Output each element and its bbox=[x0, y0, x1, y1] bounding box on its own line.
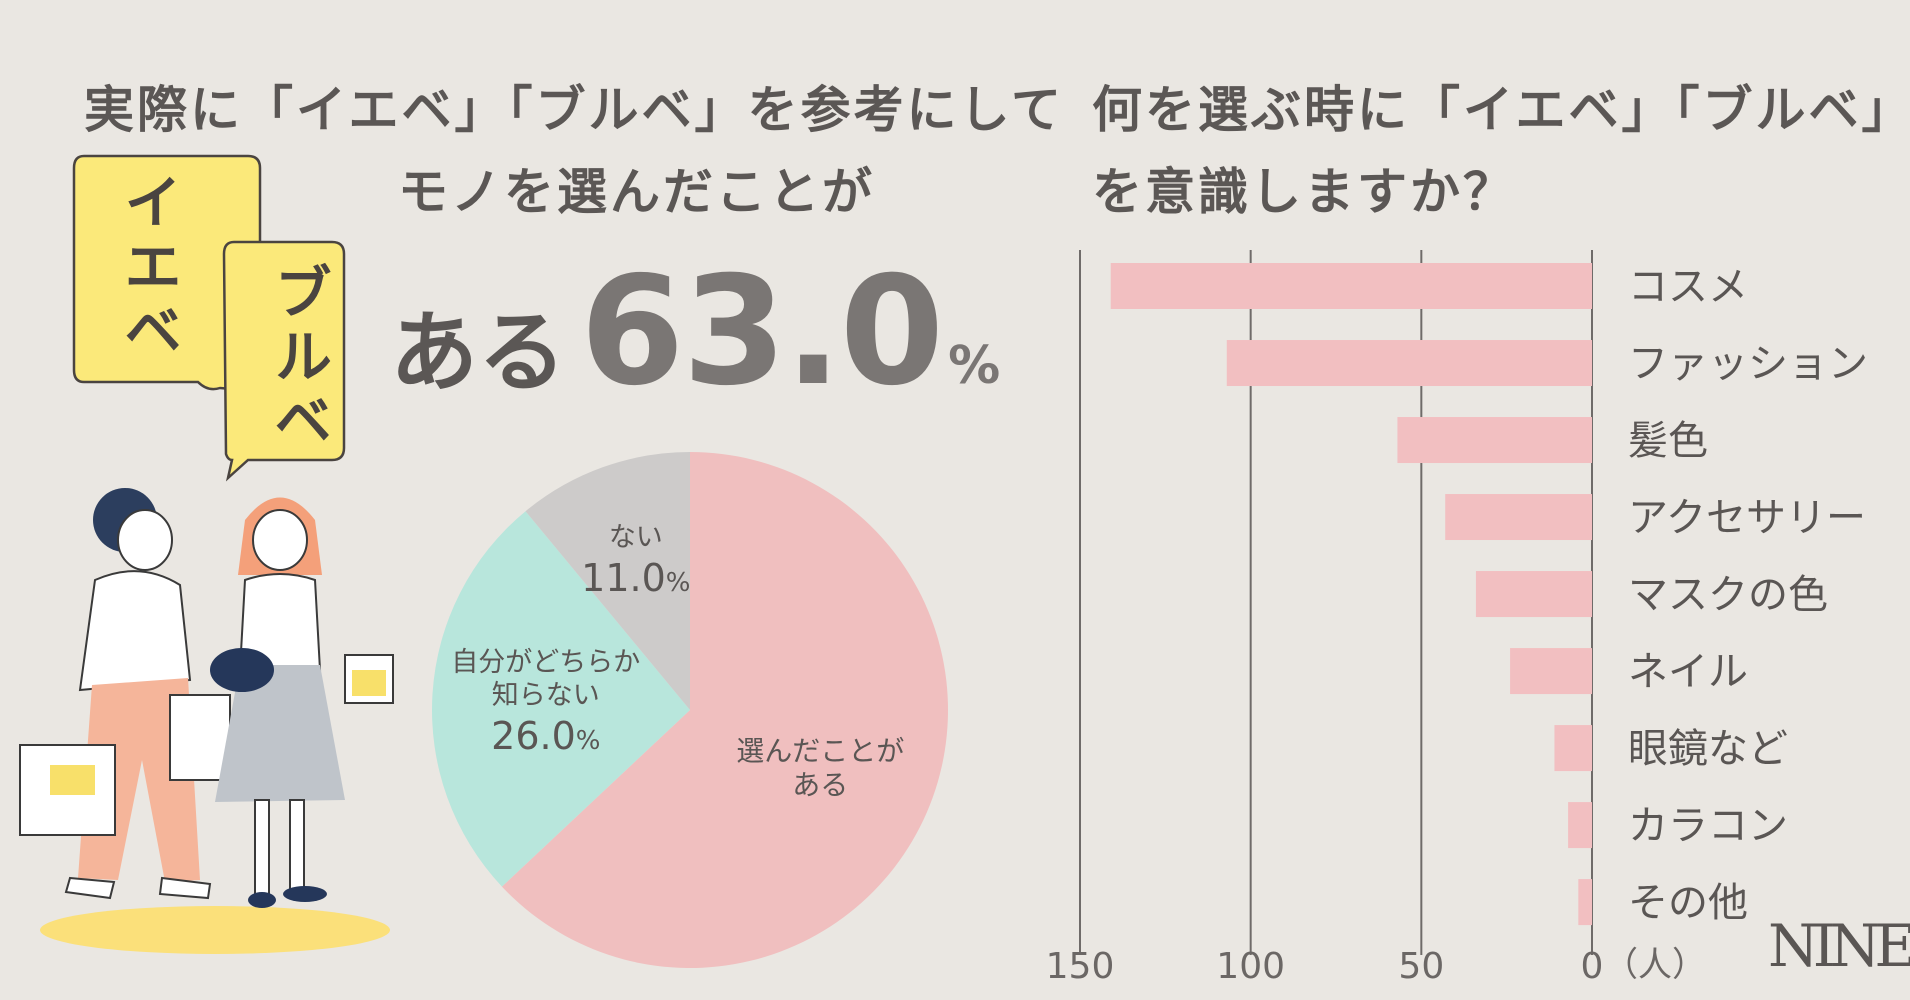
bar-7 bbox=[1568, 802, 1592, 849]
bar-bars bbox=[1110, 263, 1592, 926]
bubble-yellow-base-text: イエベ bbox=[114, 172, 182, 364]
category-label-3: アクセサリー bbox=[1628, 495, 1866, 541]
speech-bubbles bbox=[72, 154, 346, 482]
category-label-5: ネイル bbox=[1628, 649, 1748, 695]
x-tick-50: 50 bbox=[1398, 946, 1444, 987]
right-title-line1: 何を選ぶ時に「イエベ」「ブルベ」 bbox=[1092, 81, 1910, 139]
pie-label-2-line-0: ない bbox=[609, 522, 663, 553]
ground-shadow bbox=[40, 906, 390, 954]
bar-6 bbox=[1554, 725, 1592, 772]
pie-label-0-line-0: 選んだことが bbox=[736, 734, 904, 767]
category-label-4: マスクの色 bbox=[1628, 572, 1828, 618]
category-label-2: 髪色 bbox=[1628, 418, 1708, 464]
shopping-women-illustration bbox=[19, 488, 394, 954]
left-title-line1: 実際に「イエベ」「ブルベ」を参考にして bbox=[84, 81, 1064, 139]
pie-slices bbox=[432, 452, 948, 968]
pie-label-1-line-1: 知らない bbox=[492, 680, 600, 711]
woman2-bag-accent bbox=[352, 670, 386, 696]
category-label-7: カラコン bbox=[1628, 803, 1788, 849]
bar-8 bbox=[1578, 879, 1592, 926]
headline-value: 63.0 bbox=[580, 245, 944, 419]
woman1-bag-right bbox=[169, 694, 231, 781]
left-title-line2: モノを選んだことが bbox=[398, 163, 875, 221]
x-tick-0: 0 bbox=[1581, 946, 1604, 987]
woman2-shoe-right bbox=[283, 886, 327, 902]
yellow-bubble-shape bbox=[72, 154, 269, 394]
x-unit-label: （人） bbox=[1604, 945, 1706, 985]
woman2-leg-right bbox=[289, 799, 305, 891]
pie-slice-2 bbox=[525, 452, 690, 710]
bar-tick-labels: 150 100 50 0 （人） bbox=[1046, 945, 1706, 987]
woman2-face bbox=[252, 509, 308, 571]
woman2-shoe-left bbox=[248, 892, 276, 908]
category-label-1: ファッション bbox=[1628, 341, 1868, 387]
woman1-shoe-right bbox=[158, 876, 212, 900]
bar-2 bbox=[1397, 417, 1592, 464]
woman1-shoe-left bbox=[64, 876, 116, 900]
bar-5 bbox=[1510, 648, 1592, 695]
woman2-leg-left bbox=[254, 799, 270, 896]
woman1-bag-accent bbox=[50, 765, 95, 795]
bubble-blue-base-text: ブルベ bbox=[264, 262, 332, 454]
pie-label-1-line-0: 自分がどちらか bbox=[451, 647, 640, 678]
woman2-shirt bbox=[238, 573, 322, 671]
nine-logo: NINE bbox=[1768, 912, 1910, 980]
woman2-handbag bbox=[210, 648, 274, 692]
category-label-0: コスメ bbox=[1628, 264, 1748, 310]
pie-slice-0 bbox=[501, 452, 948, 968]
pie-value-unit-1: % bbox=[576, 726, 601, 756]
bar-1 bbox=[1226, 340, 1592, 387]
headline-unit: % bbox=[948, 336, 1001, 396]
pie-label-0-line-1: ある bbox=[792, 768, 848, 801]
woman2-skirt bbox=[215, 665, 345, 802]
category-label-6: 眼鏡など bbox=[1628, 726, 1788, 772]
category-label-8: その他 bbox=[1628, 880, 1748, 926]
woman1-face bbox=[117, 509, 173, 571]
bar-4 bbox=[1475, 571, 1592, 618]
pie-value-unit-2: % bbox=[666, 568, 691, 598]
woman1-shirt bbox=[78, 570, 192, 692]
headline: ある 63.0 % bbox=[390, 245, 1000, 419]
right-title-line2: を意識しますか？ bbox=[1092, 163, 1516, 221]
bar-3 bbox=[1445, 494, 1592, 541]
blue-bubble-shape bbox=[222, 240, 346, 482]
x-tick-150: 150 bbox=[1046, 946, 1115, 987]
pie-slice-1 bbox=[432, 511, 690, 887]
bar-0 bbox=[1110, 263, 1592, 309]
headline-label: ある bbox=[390, 301, 567, 404]
x-tick-100: 100 bbox=[1216, 946, 1285, 987]
